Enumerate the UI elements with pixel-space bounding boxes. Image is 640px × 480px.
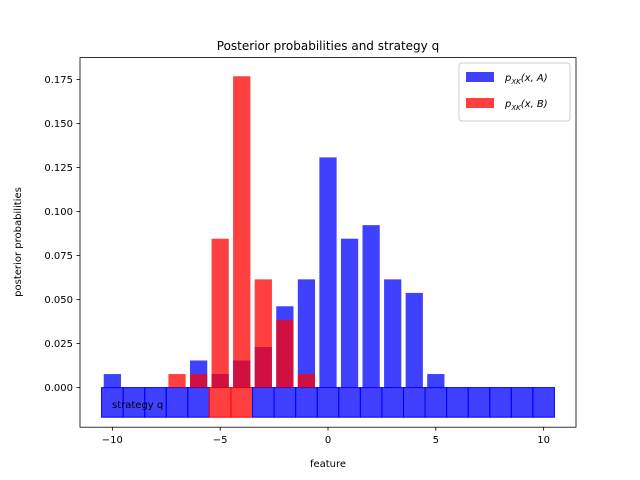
bar-a [103,374,121,388]
strategy-cell [187,387,210,418]
bar-b [233,76,251,388]
strategy-cell [316,387,340,418]
bar-a [297,279,316,388]
y-tick-label: 0.075 [44,251,73,262]
y-tick-label: 0.050 [44,295,73,306]
bar-a [405,292,423,388]
bar-b [168,374,186,388]
bar-b [189,374,208,388]
x-tick-label: 10 [537,435,550,446]
y-tick-label: 0.125 [44,163,73,174]
y-tick-label: 0.000 [44,383,73,394]
y-axis: 0.000 0.025 0.050 0.075 0.100 0.125 0.150 0.175 [44,75,80,394]
x-tick-label: 0 [325,435,331,446]
strategy-label: strategy q [112,400,163,411]
chart-title: Posterior probabilities and strategy q [217,39,439,53]
bar-b [297,374,316,388]
bar-b [211,238,229,388]
strategy-cell [402,387,426,418]
bar-a [319,157,337,388]
strategy-cell [273,387,297,418]
strategy-cell [359,387,383,418]
bar-a [384,279,402,388]
strategy-cell [208,387,232,418]
x-tick-label: 5 [433,435,439,446]
legend-swatch-a [466,72,494,82]
strategy-cell [338,387,361,418]
legend-swatch-b [466,98,494,108]
strategy-cell [165,387,189,418]
legend-frame [458,62,571,122]
y-tick-label: 0.100 [44,207,73,218]
strategy-cell [489,387,512,418]
strategy-cell [467,387,491,418]
strategy-cell [424,387,448,418]
y-tick-label: 0.175 [44,75,73,86]
strategy-cell [230,387,254,418]
strategy-cell [446,387,469,418]
y-tick-label: 0.150 [44,119,73,130]
x-tick-label: −10 [102,435,123,446]
x-axis: −10 −5 0 5 10 [102,427,550,446]
legend: pXK(x, A) pXK(x, B) [458,62,571,122]
y-tick-label: 0.025 [44,339,73,350]
strategy-cell [295,387,318,418]
bar-b [254,279,272,388]
bar-a [362,225,380,388]
bar-a [340,238,359,388]
bar-b [276,319,294,388]
x-tick-label: −5 [213,435,228,446]
strategy-cell [532,387,555,418]
bar-a [427,374,445,388]
bars-group [103,76,445,388]
strategy-cell [252,387,275,418]
y-axis-label: posterior probabilities [13,187,24,297]
x-axis-label: feature [310,459,346,470]
strategy-cell [381,387,404,418]
strategy-cell [510,387,534,418]
strategy-strip [101,387,555,418]
